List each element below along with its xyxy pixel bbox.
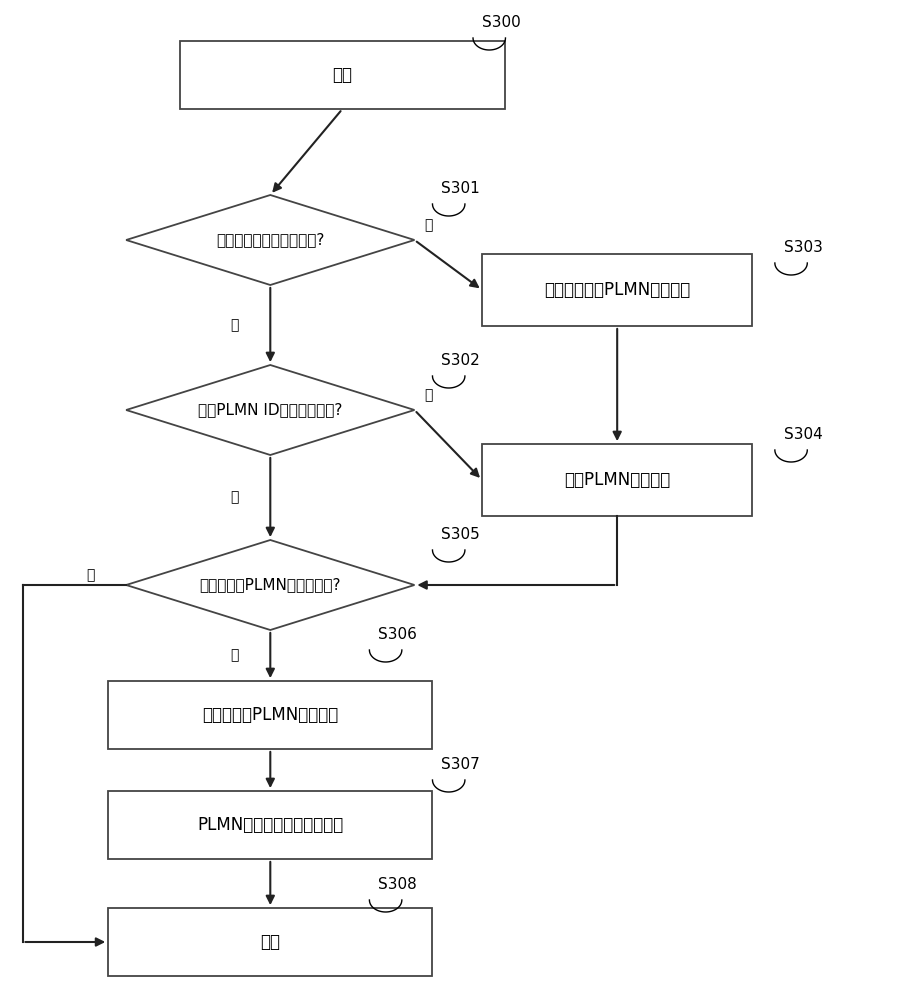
Bar bbox=[108, 791, 432, 859]
Text: 开始: 开始 bbox=[332, 66, 352, 84]
Text: 删除已保存的PLMN频点列表: 删除已保存的PLMN频点列表 bbox=[544, 281, 690, 299]
Text: S305: S305 bbox=[441, 527, 480, 542]
Text: S300: S300 bbox=[482, 15, 521, 30]
Text: S301: S301 bbox=[441, 181, 480, 196]
Text: 否: 否 bbox=[423, 388, 432, 402]
Bar bbox=[108, 681, 432, 749]
Bar bbox=[482, 444, 752, 516]
Text: S302: S302 bbox=[441, 353, 480, 368]
Text: S308: S308 bbox=[378, 877, 417, 892]
Text: 生成PLMN频点列表: 生成PLMN频点列表 bbox=[564, 471, 670, 489]
Text: 结束: 结束 bbox=[260, 933, 280, 951]
Text: S306: S306 bbox=[378, 627, 417, 642]
Text: 是: 是 bbox=[230, 318, 239, 332]
Text: 检查PLMN ID列表是否存在?: 检查PLMN ID列表是否存在? bbox=[198, 402, 342, 418]
Text: 否: 否 bbox=[423, 218, 432, 232]
Text: S307: S307 bbox=[441, 757, 480, 772]
Text: 是: 是 bbox=[230, 491, 239, 505]
Polygon shape bbox=[126, 365, 414, 455]
Text: 是: 是 bbox=[86, 568, 95, 582]
Text: S303: S303 bbox=[784, 240, 823, 255]
Text: S304: S304 bbox=[784, 427, 823, 442]
Bar bbox=[108, 908, 432, 976]
Text: PLMN频点列表保存到存储器: PLMN频点列表保存到存储器 bbox=[197, 816, 343, 834]
Bar bbox=[482, 254, 752, 326]
Text: 检查频点在PLMN频点列表中?: 检查频点在PLMN频点列表中? bbox=[199, 578, 341, 592]
Bar bbox=[180, 41, 505, 109]
Text: 频点加入该PLMN频点列表: 频点加入该PLMN频点列表 bbox=[202, 706, 339, 724]
Polygon shape bbox=[126, 540, 414, 630]
Text: 否: 否 bbox=[230, 648, 239, 662]
Polygon shape bbox=[126, 195, 414, 285]
Text: 移动设备是否在同一国家?: 移动设备是否在同一国家? bbox=[216, 232, 324, 247]
